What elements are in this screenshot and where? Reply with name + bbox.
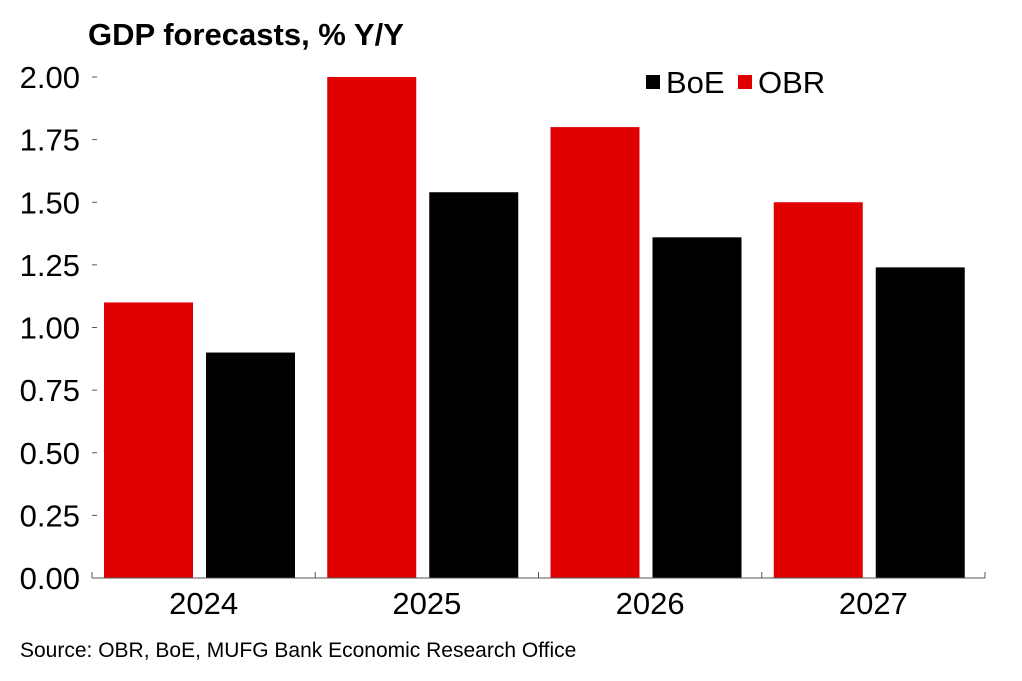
- y-tick-label: 0.25: [20, 498, 80, 533]
- bar-boe-2025: [429, 192, 519, 579]
- bar-boe-2024: [206, 352, 295, 578]
- x-tick-label: 2024: [169, 586, 238, 621]
- legend-swatch-boe: [646, 75, 660, 89]
- y-tick-label: 0.50: [20, 436, 80, 471]
- legend: BoE OBR: [646, 65, 825, 100]
- bar-area: [104, 77, 965, 579]
- legend-label-obr: OBR: [758, 65, 825, 100]
- legend-label-boe: BoE: [666, 65, 725, 100]
- y-tick-label: 1.50: [20, 185, 80, 220]
- y-tick-label: 1.00: [20, 311, 80, 346]
- y-tick-label: 2.00: [20, 60, 80, 95]
- bar-obr-2025: [327, 77, 417, 578]
- bar-obr-2027: [773, 202, 863, 578]
- y-axis: 0.00 0.25 0.50 0.75 1.00 1.25 1.50 1.75 2.00: [20, 60, 97, 596]
- x-axis: 2024 2025 2026 2027: [91, 572, 986, 621]
- bar-boe-2026: [652, 237, 742, 578]
- x-tick-label: 2026: [616, 586, 685, 621]
- legend-swatch-obr: [738, 75, 752, 89]
- x-tick-label: 2027: [839, 586, 908, 621]
- chart-title: GDP forecasts, % Y/Y: [88, 17, 404, 52]
- bar-obr-2024: [104, 302, 193, 578]
- x-tick-label: 2025: [392, 586, 461, 621]
- y-tick-label: 0.75: [20, 373, 80, 408]
- y-tick-label: 1.25: [20, 248, 80, 283]
- source-note: Source: OBR, BoE, MUFG Bank Economic Res…: [20, 639, 576, 662]
- bar-obr-2026: [550, 127, 640, 578]
- y-tick-label: 0.00: [20, 561, 80, 596]
- y-tick-label: 1.75: [20, 123, 80, 158]
- bar-boe-2027: [875, 267, 965, 578]
